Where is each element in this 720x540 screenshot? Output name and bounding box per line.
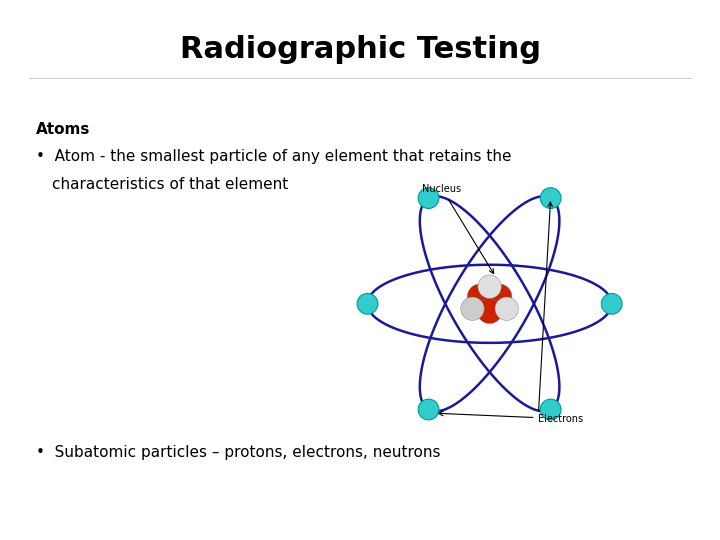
- Text: Radiographic Testing: Radiographic Testing: [179, 35, 541, 64]
- Circle shape: [495, 297, 518, 320]
- Text: Atoms: Atoms: [36, 122, 91, 137]
- Circle shape: [540, 188, 561, 208]
- Circle shape: [461, 297, 485, 320]
- Circle shape: [357, 293, 378, 314]
- Text: •  Subatomic particles – protons, electrons, neutrons: • Subatomic particles – protons, electro…: [36, 446, 441, 461]
- Text: •  Atom - the smallest particle of any element that retains the: • Atom - the smallest particle of any el…: [36, 148, 511, 164]
- Circle shape: [478, 275, 501, 299]
- Text: characteristics of that element: characteristics of that element: [52, 177, 288, 192]
- Circle shape: [477, 299, 502, 323]
- Circle shape: [540, 399, 561, 420]
- Circle shape: [418, 399, 439, 420]
- Circle shape: [418, 188, 439, 208]
- Text: Nucleus: Nucleus: [423, 184, 494, 274]
- Circle shape: [467, 284, 492, 309]
- Text: Electrons: Electrons: [438, 411, 583, 424]
- Circle shape: [487, 284, 512, 309]
- Circle shape: [601, 293, 622, 314]
